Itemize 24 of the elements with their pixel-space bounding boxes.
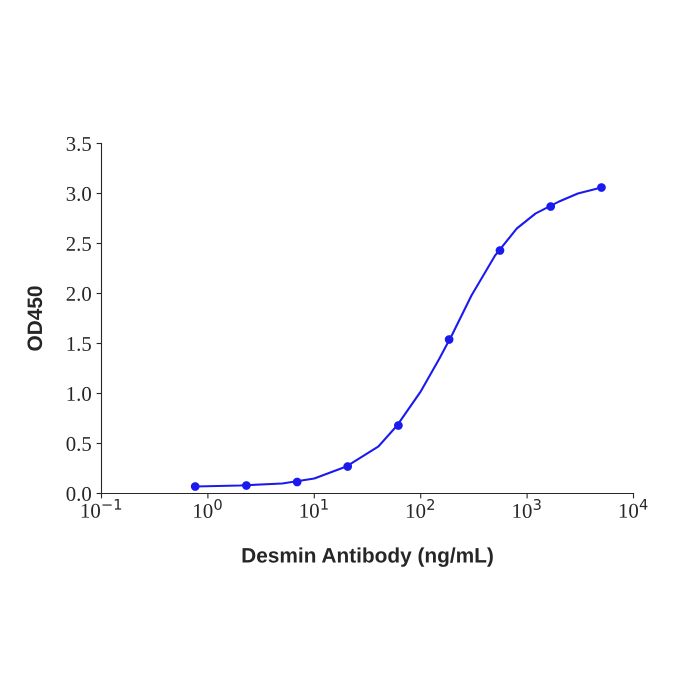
y-tick-label: 3.5 bbox=[66, 136, 91, 152]
y-tick-label: 2.5 bbox=[66, 236, 91, 252]
x-tick-label: 10$^{1}$ bbox=[300, 498, 328, 518]
point bbox=[242, 481, 251, 490]
y-tick-label: 3.0 bbox=[66, 186, 91, 202]
x-tick-label: 10$^{4}$ bbox=[620, 498, 648, 518]
point bbox=[292, 478, 302, 486]
x-tick-label: 10$^{3}$ bbox=[513, 498, 541, 518]
point bbox=[190, 482, 200, 491]
point bbox=[343, 462, 352, 471]
y-tick-label: 0.5 bbox=[66, 436, 91, 452]
y-tick-label: 0.0 bbox=[66, 486, 91, 502]
point bbox=[444, 335, 454, 344]
point bbox=[597, 183, 606, 192]
y-tick-label: 1.5 bbox=[68, 336, 91, 352]
point bbox=[496, 246, 504, 255]
y-tick-label: 2.0 bbox=[66, 286, 91, 302]
x-tick-label: 10$^{0}$ bbox=[194, 498, 222, 518]
point bbox=[546, 202, 556, 211]
y-tick-label: 1.0 bbox=[68, 386, 91, 402]
point bbox=[394, 421, 403, 430]
x-axis-title: Desmin Antibody (ng/mL) bbox=[242, 547, 493, 567]
x-tick-label: 10$^{2}$ bbox=[407, 498, 434, 518]
y-axis-title: OD450 bbox=[27, 286, 42, 351]
